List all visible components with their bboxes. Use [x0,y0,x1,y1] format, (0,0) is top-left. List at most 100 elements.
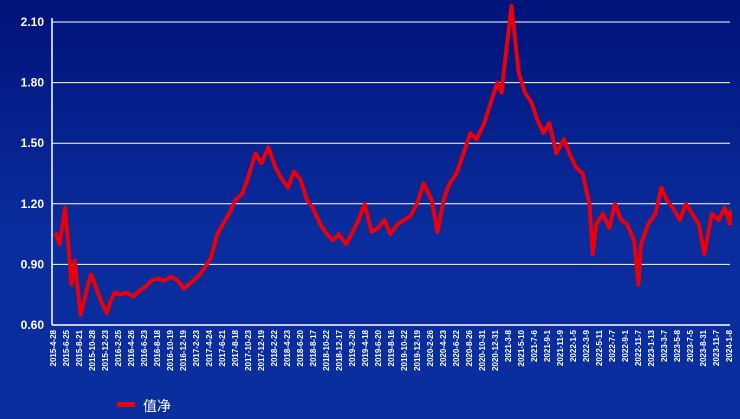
x-tick-label: 2017-12-19 [257,329,266,370]
data-point [54,232,58,236]
x-tick-label: 2018-2-22 [270,329,279,366]
x-tick-label: 2017-6-21 [218,329,227,366]
x-tick-label: 2016-10-19 [166,329,175,370]
data-point [710,212,714,216]
data-point [215,232,219,236]
data-point [555,151,558,155]
x-tick-label: 2015-4-28 [49,329,58,366]
x-tick-label: 2016-8-18 [153,329,162,366]
data-point [587,202,591,206]
data-point [233,198,237,202]
x-tick-label: 2016-6-23 [140,329,149,366]
data-point [163,279,167,283]
y-tick-label: 1.80 [21,76,45,90]
x-tick-label: 2016-2-25 [114,329,123,366]
data-point [639,242,643,246]
x-tick-label: 2022-11-7 [634,329,643,366]
data-point [659,186,663,190]
x-tick-label: 2017-4-24 [205,329,214,366]
data-point [723,206,727,210]
y-tick-label: 0.60 [21,318,45,332]
x-tick-label: 2022-9-1 [621,329,630,362]
x-tick-label: 2018-10-22 [322,329,331,370]
x-tick-label: 2020-8-26 [465,329,474,366]
data-point [292,170,296,173]
data-point [144,285,148,289]
data-point [510,4,514,8]
x-tick-label: 2023-8-31 [699,329,708,366]
data-point [311,206,315,210]
data-point [99,299,103,303]
data-point [702,252,706,256]
data-point [240,192,244,196]
y-tick-label: 1.20 [21,197,45,211]
data-point [182,287,186,291]
x-tick-label: 2020-10-31 [478,329,487,370]
y-axis-ticks: 0.60 0.90 1.20 1.50 1.80 2.10 [21,15,45,332]
data-point [562,137,566,141]
data-point [636,283,640,287]
data-point [547,121,551,125]
data-point [331,238,335,242]
data-point [430,198,434,202]
data-point [671,206,675,210]
x-tick-label: 2022-1-5 [569,329,578,362]
legend-label: 值净 [143,399,171,415]
data-point [189,281,193,285]
data-point [89,273,93,276]
data-point [462,151,465,155]
data-point [138,289,142,293]
data-point [646,222,650,226]
data-point [253,151,257,155]
y-tick-label: 1.50 [21,136,45,150]
data-point [601,212,605,216]
x-tick-label: 2015-10-28 [88,329,97,370]
data-point [468,131,472,135]
x-tick-label: 2017-2-23 [192,329,201,366]
data-point [63,206,67,210]
data-point [542,131,545,135]
data-point [475,137,479,141]
data-point [415,202,419,206]
data-point [607,226,611,230]
x-tick-label: 2021-9-1 [543,329,552,362]
x-tick-label: 2019-4-18 [361,329,370,366]
data-point [266,145,270,149]
data-point [73,258,77,262]
data-point [697,222,701,226]
data-point [247,172,251,175]
x-tick-label: 2023-3-7 [660,329,669,362]
x-tick-label: 2020-4-23 [439,329,448,366]
data-point [156,277,160,280]
data-point [299,178,302,182]
data-point [318,222,322,226]
data-point [495,81,499,85]
data-point [202,266,206,270]
data-point [632,238,636,242]
x-axis-ticks: 2015-4-28 2015-6-25 2015-8-21 2015-10-28 201… [49,329,734,370]
data-point [594,222,598,226]
x-tick-label: 2017-8-18 [231,329,240,366]
data-point [227,212,231,216]
x-tick-label: 2015-6-25 [62,329,71,366]
data-point [613,202,617,206]
x-tick-label: 2021-11-9 [556,329,565,366]
data-point [279,176,283,179]
x-tick-label: 2020-12-31 [491,329,500,370]
data-point [105,311,109,315]
x-tick-label: 2024-1-8 [725,329,734,362]
x-tick-label: 2016-12-19 [179,329,188,370]
data-point [79,313,82,317]
x-tick-label: 2018-6-20 [296,329,305,366]
data-point [678,218,682,222]
x-tick-label: 2022-5-11 [595,329,604,366]
data-point [482,121,486,125]
data-point [169,275,173,278]
data-point [125,291,129,295]
x-tick-label: 2019-10-22 [400,329,409,370]
data-point [403,218,406,222]
data-point [500,91,504,95]
data-point [150,279,153,283]
data-point [70,283,73,287]
